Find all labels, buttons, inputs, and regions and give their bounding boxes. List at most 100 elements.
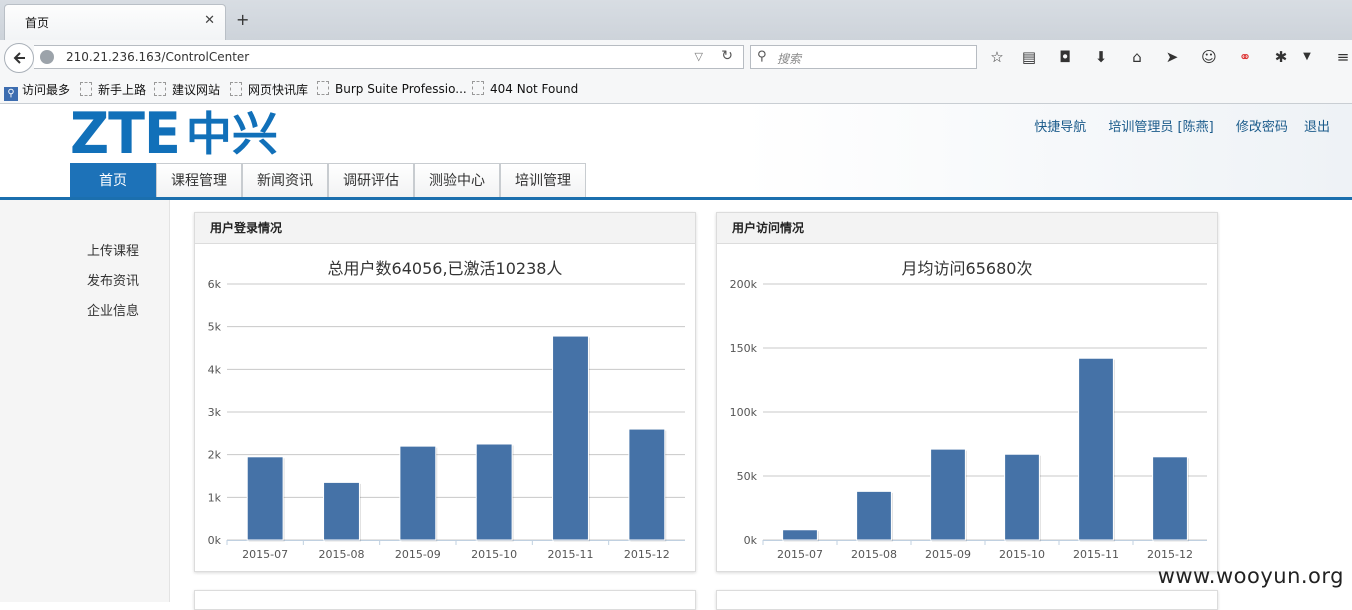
sidebar-item-company-info[interactable]: 企业信息 bbox=[86, 304, 139, 319]
x-tick-label: 2015-07 bbox=[777, 548, 823, 561]
y-tick-label: 3k bbox=[208, 406, 222, 419]
bar[interactable] bbox=[552, 335, 589, 541]
login-stats-panel: 用户登录情况 总用户数64056,已激活10238人 0k 1k 2k 3k 4k 5k 6… bbox=[194, 212, 696, 572]
bookmark-label: 建议网站 bbox=[172, 83, 221, 97]
bookmark-item[interactable]: ⚲ 访问最多 bbox=[4, 81, 70, 101]
sidebar-item-upload-course[interactable]: 上传课程 bbox=[86, 244, 139, 259]
y-tick-label: 5k bbox=[208, 321, 222, 334]
nav-divider bbox=[0, 197, 1352, 200]
bookmark-item[interactable]: 新手上路 bbox=[80, 81, 146, 98]
user-link[interactable]: 培训管理员 [陈燕] bbox=[1108, 120, 1214, 135]
panel-heading: 用户访问情况 bbox=[717, 213, 1217, 244]
bookmark-label: 404 Not Found bbox=[490, 82, 579, 96]
lower-panel bbox=[716, 590, 1218, 610]
bookmark-item[interactable]: 网页快讯库 bbox=[230, 81, 308, 98]
quick-nav-link[interactable]: 快捷导航 bbox=[1034, 120, 1087, 135]
bookmark-item[interactable]: 404 Not Found bbox=[472, 81, 578, 96]
home-icon[interactable]: ⌂ bbox=[1132, 48, 1142, 66]
y-tick-label: 2k bbox=[208, 449, 222, 462]
visit-bar-chart: 0k 50k 100k 150k 200k 2015-07 2015-08 2015-09 20… bbox=[730, 278, 1207, 561]
main-content: 用户登录情况 总用户数64056,已激活10238人 0k 1k 2k 3k 4k 5k 6… bbox=[171, 200, 1352, 610]
bar[interactable] bbox=[246, 456, 284, 541]
addon-icon[interactable]: ⚭ bbox=[1238, 48, 1252, 66]
reload-icon[interactable]: ↻ bbox=[721, 48, 733, 64]
bar[interactable] bbox=[1078, 357, 1114, 541]
bookmark-item[interactable]: 建议网站 bbox=[154, 81, 220, 98]
zte-logo[interactable]: ZTE 中兴 bbox=[70, 100, 278, 167]
sidebar-item-publish-news[interactable]: 发布资讯 bbox=[86, 274, 139, 289]
tab-home[interactable]: 首页 bbox=[70, 163, 156, 199]
visit-stats-panel: 用户访问情况 月均访问65680次 0k 50k 100k 150k 200k 2015-… bbox=[716, 212, 1218, 572]
search-bar[interactable]: ⚲ 搜索 bbox=[750, 45, 977, 69]
dropdown-arrow-icon[interactable]: ▽ bbox=[694, 50, 703, 63]
bar[interactable] bbox=[856, 490, 892, 541]
y-tick-label: 6k bbox=[208, 278, 222, 291]
chart-title: 总用户数64056,已激活10238人 bbox=[327, 259, 563, 278]
site-page: ZTE 中兴 快捷导航 培训管理员 [陈燕] 修改密码 退出 首页 课程管理 新… bbox=[0, 104, 1352, 610]
extension-icon[interactable]: ✱ bbox=[1274, 48, 1288, 66]
send-icon[interactable]: ➤ bbox=[1165, 48, 1179, 66]
bookmark-star-icon[interactable]: ☆ bbox=[990, 48, 1004, 66]
browser-tab[interactable]: 首页 ✕ bbox=[4, 4, 226, 40]
y-tick-label: 0k bbox=[744, 534, 758, 547]
x-tick-label: 2015-09 bbox=[395, 548, 441, 561]
page-icon bbox=[154, 82, 166, 96]
x-tick-label: 2015-12 bbox=[624, 548, 670, 561]
tab-survey[interactable]: 调研评估 bbox=[328, 163, 414, 199]
y-tick-label: 50k bbox=[737, 470, 758, 483]
x-tick-label: 2015-12 bbox=[1147, 548, 1193, 561]
download-icon[interactable]: ⬇ bbox=[1094, 48, 1108, 66]
y-tick-label: 150k bbox=[730, 342, 758, 355]
lower-panel bbox=[194, 590, 696, 610]
close-icon[interactable]: ✕ bbox=[204, 13, 215, 28]
y-tick-label: 100k bbox=[730, 406, 758, 419]
y-tick-label: 0k bbox=[208, 534, 222, 547]
y-tick-label: 1k bbox=[208, 491, 222, 504]
address-bar[interactable]: 210.21.236.163/ControlCenter ▽ ↻ bbox=[34, 45, 744, 69]
x-tick-label: 2015-11 bbox=[548, 548, 594, 561]
back-button[interactable] bbox=[4, 43, 34, 73]
chart-title: 月均访问65680次 bbox=[901, 259, 1033, 278]
logo-latin: ZTE bbox=[70, 100, 181, 167]
bar[interactable] bbox=[628, 428, 666, 541]
search-placeholder[interactable]: 搜索 bbox=[777, 52, 802, 66]
pocket-icon[interactable]: ◘ bbox=[1059, 48, 1071, 66]
bar[interactable] bbox=[323, 481, 360, 541]
page-icon bbox=[80, 82, 92, 96]
bar[interactable] bbox=[399, 445, 437, 541]
x-tick-label: 2015-08 bbox=[851, 548, 897, 561]
panel-heading: 用户登录情况 bbox=[195, 213, 695, 244]
bookmark-label: 新手上路 bbox=[98, 83, 147, 97]
logo-chinese: 中兴 bbox=[185, 107, 278, 161]
chevron-down-icon[interactable]: ▼ bbox=[1303, 51, 1311, 62]
bar[interactable] bbox=[1004, 453, 1040, 541]
url-text[interactable]: 210.21.236.163/ControlCenter bbox=[66, 50, 250, 64]
bar[interactable] bbox=[782, 529, 818, 541]
page-icon bbox=[317, 81, 329, 95]
main-nav: 首页 课程管理 新闻资讯 调研评估 测验中心 培训管理 bbox=[70, 163, 586, 199]
most-visited-icon: ⚲ bbox=[4, 87, 18, 101]
x-tick-label: 2015-11 bbox=[1073, 548, 1119, 561]
logout-link[interactable]: 退出 bbox=[1303, 120, 1330, 135]
reading-list-icon[interactable]: ▤ bbox=[1021, 48, 1037, 66]
browser-nav-bar: 210.21.236.163/ControlCenter ▽ ↻ ⚲ 搜索 ☆ … bbox=[0, 40, 1352, 74]
top-links: 快捷导航 培训管理员 [陈燕] 修改密码 退出 bbox=[1016, 116, 1330, 135]
chat-icon[interactable]: ☺ bbox=[1201, 48, 1217, 66]
tab-quiz-center[interactable]: 测验中心 bbox=[414, 163, 500, 199]
bookmark-label: 网页快讯库 bbox=[248, 83, 309, 97]
watermark-text: www.wooyun.org bbox=[1157, 564, 1344, 588]
change-password-link[interactable]: 修改密码 bbox=[1235, 120, 1288, 135]
y-tick-label: 200k bbox=[730, 278, 758, 291]
tab-title: 首页 bbox=[25, 16, 50, 30]
bar[interactable] bbox=[475, 443, 513, 541]
bar[interactable] bbox=[930, 448, 966, 541]
tab-news[interactable]: 新闻资讯 bbox=[242, 163, 328, 199]
tab-training-management[interactable]: 培训管理 bbox=[500, 163, 586, 199]
menu-icon[interactable]: ≡ bbox=[1336, 48, 1350, 66]
site-header: ZTE 中兴 快捷导航 培训管理员 [陈燕] 修改密码 退出 首页 课程管理 新… bbox=[0, 104, 1352, 199]
y-tick-label: 4k bbox=[208, 363, 222, 376]
bookmark-item[interactable]: Burp Suite Professio... bbox=[317, 81, 467, 96]
new-tab-icon[interactable]: + bbox=[236, 10, 250, 29]
tab-course-management[interactable]: 课程管理 bbox=[156, 163, 242, 199]
bar[interactable] bbox=[1152, 456, 1188, 541]
